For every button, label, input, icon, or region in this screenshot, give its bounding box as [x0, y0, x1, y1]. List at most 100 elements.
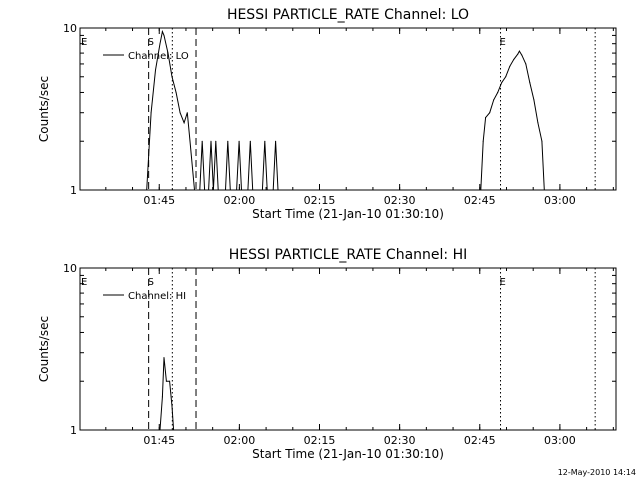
data-point [537, 122, 539, 124]
data-point [167, 52, 169, 54]
x-tick-label: 02:15 [304, 194, 336, 207]
x-tick-label: 02:00 [224, 194, 256, 207]
chart-title: HESSI PARTICLE_RATE Channel: LO [227, 7, 469, 23]
series-line [146, 29, 545, 191]
data-point [517, 53, 519, 55]
data-point [264, 140, 266, 142]
y-axis-label: Counts/sec [37, 316, 51, 382]
data-point [266, 189, 268, 191]
y-tick-label: 1 [70, 184, 77, 197]
x-tick-label: 02:15 [304, 434, 336, 447]
data-point [513, 58, 515, 60]
data-point [227, 140, 229, 142]
data-point [489, 112, 491, 114]
data-point [224, 189, 226, 191]
data-point [525, 63, 527, 65]
x-axis-label: Start Time (21-Jan-10 01:30:10) [252, 447, 444, 461]
x-tick-label: 02:30 [384, 434, 416, 447]
event-marker-label: S [148, 37, 154, 48]
data-point [161, 396, 163, 398]
data-point [482, 140, 484, 142]
data-point [277, 189, 279, 191]
data-point [229, 189, 231, 191]
data-point [171, 76, 173, 78]
data-point [155, 69, 157, 71]
data-point [543, 189, 545, 191]
data-point [186, 112, 188, 114]
data-point [183, 122, 185, 124]
panel-hi: HESSI PARTICLE_RATE Channel: HI 01:45 02:0… [37, 247, 617, 461]
data-point [485, 117, 487, 119]
data-point [212, 189, 214, 191]
data-point [505, 76, 507, 78]
data-point [501, 82, 503, 84]
x-tick-label: 02:30 [384, 194, 416, 207]
data-point [521, 54, 523, 56]
data-point [159, 43, 161, 45]
event-marker-label: E [500, 37, 506, 48]
data-point [272, 189, 274, 191]
x-tick-label: 01:45 [143, 194, 175, 207]
series-line [159, 357, 175, 431]
data-point [163, 34, 165, 36]
data-point [497, 91, 499, 93]
data-point [518, 50, 520, 52]
x-tick-label: 03:00 [544, 434, 576, 447]
event-marker-label: S [148, 277, 154, 288]
data-point [169, 380, 171, 382]
panel-lo: HESSI PARTICLE_RATE Channel: LO 01:45 02:0… [37, 7, 617, 221]
y-axis-label: Counts/sec [37, 76, 51, 142]
data-point [247, 189, 249, 191]
x-tick-label: 02:00 [224, 434, 256, 447]
data-point [252, 189, 254, 191]
data-point [529, 82, 531, 84]
data-point [493, 99, 495, 101]
y-tick-label: 10 [63, 22, 77, 35]
data-point [275, 140, 277, 142]
x-tick-label: 02:45 [464, 434, 496, 447]
data-point [480, 189, 482, 191]
data-point [146, 189, 148, 191]
legend-label: Channel: HI [128, 291, 186, 302]
data-point [150, 112, 152, 114]
event-marker-label: E [81, 277, 87, 288]
data-point [189, 140, 191, 142]
data-point [241, 189, 243, 191]
data-point [215, 140, 217, 142]
y-tick-label: 10 [63, 262, 77, 275]
data-point [541, 140, 543, 142]
data-point [159, 429, 161, 431]
data-point [509, 65, 511, 67]
data-point [210, 140, 212, 142]
x-tick-label: 01:45 [143, 434, 175, 447]
plot-timestamp: 12-May-2010 14:14 [558, 468, 636, 477]
x-axis-label: Start Time (21-Jan-10 01:30:10) [252, 207, 444, 221]
data-point [163, 357, 165, 359]
y-tick-label: 1 [70, 424, 77, 437]
chart-title: HESSI PARTICLE_RATE Channel: HI [229, 247, 467, 263]
data-point [533, 99, 535, 101]
data-point [238, 140, 240, 142]
event-marker-label: E [500, 277, 506, 288]
data-point [165, 380, 167, 382]
data-point [175, 91, 177, 93]
data-point [261, 189, 263, 191]
data-point [161, 31, 163, 33]
data-point [173, 429, 175, 431]
data-point [204, 189, 206, 191]
data-point [217, 189, 219, 191]
data-point [179, 112, 181, 114]
data-point [199, 189, 201, 191]
event-marker-label: E [81, 37, 87, 48]
data-point [249, 140, 251, 142]
data-point [201, 140, 203, 142]
x-tick-label: 03:00 [544, 194, 576, 207]
legend-label: Channel: LO [128, 51, 189, 62]
plot-frame [79, 267, 617, 431]
x-tick-label: 02:45 [464, 194, 496, 207]
data-point [208, 189, 210, 191]
data-point [236, 189, 238, 191]
data-point [194, 189, 196, 191]
data-point [171, 405, 173, 407]
